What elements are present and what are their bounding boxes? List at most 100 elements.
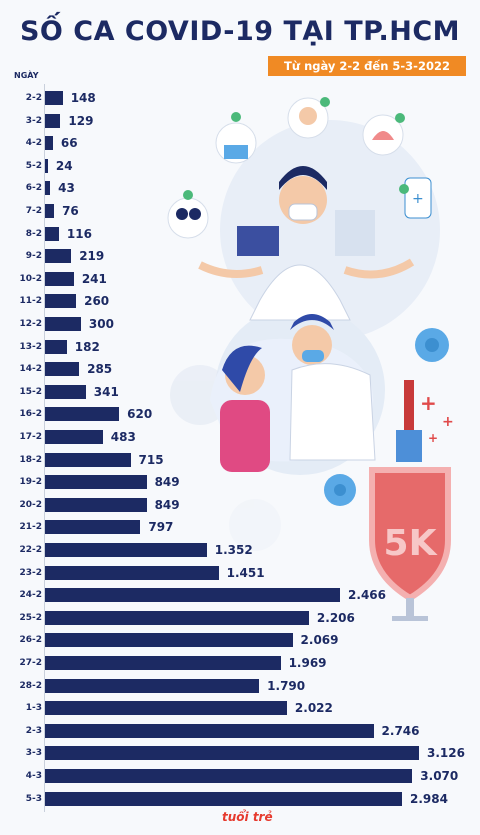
day-label: 15-2 <box>19 386 42 397</box>
vaccination-scene <box>210 314 376 472</box>
bar <box>45 588 341 603</box>
value-label: 116 <box>66 226 92 241</box>
building <box>335 210 375 256</box>
day-label: 16-2 <box>19 409 42 420</box>
day-label: 20-2 <box>19 499 42 510</box>
value-label: 43 <box>58 181 75 196</box>
vaccine-shield-icon: 5K + + + <box>369 380 454 621</box>
bar <box>45 565 219 580</box>
bar <box>45 181 51 196</box>
day-label: 3-3 <box>25 748 42 759</box>
bar <box>45 678 260 693</box>
day-label: 13-2 <box>19 341 42 352</box>
value-label: 2.069 <box>300 633 339 648</box>
bar <box>45 339 67 354</box>
value-label: 797 <box>148 520 174 535</box>
doctor-figure <box>198 166 415 321</box>
day-label: 10-2 <box>19 273 42 284</box>
bar <box>45 633 293 648</box>
day-label: 5-3 <box>25 793 42 804</box>
day-label: 1-3 <box>25 703 42 714</box>
bar <box>45 791 402 806</box>
value-label: 219 <box>79 249 105 264</box>
value-label: 2.022 <box>294 701 333 716</box>
axis-line <box>44 84 45 812</box>
day-label: 22-2 <box>19 545 42 555</box>
day-label: 19-2 <box>19 477 42 488</box>
value-label: 148 <box>70 91 96 105</box>
value-label: 2.466 <box>348 588 386 603</box>
bar <box>45 769 413 783</box>
brand-logo: tuổi trẻ <box>222 810 273 824</box>
value-label: 3.126 <box>427 746 465 761</box>
value-label: 849 <box>154 497 180 512</box>
value-label: 1.352 <box>214 543 253 557</box>
bar <box>45 430 103 444</box>
doctor-avatar-icon <box>287 97 330 139</box>
day-label: 8-2 <box>25 228 42 239</box>
day-label: 11-2 <box>19 296 42 307</box>
bar <box>45 226 59 241</box>
svg-text:+: + <box>442 414 454 430</box>
value-label: 3.070 <box>420 769 459 783</box>
day-label: 27-2 <box>19 658 42 668</box>
day-label: 25-2 <box>19 612 42 623</box>
bar <box>45 136 53 151</box>
bar <box>45 746 419 761</box>
day-label: 3-2 <box>25 115 42 126</box>
bar <box>45 204 55 218</box>
value-label: 483 <box>110 430 136 444</box>
day-label: 18-2 <box>19 454 42 465</box>
value-label: 76 <box>62 204 79 218</box>
bar <box>45 271 74 286</box>
value-label: 285 <box>87 362 113 377</box>
value-label: 1.790 <box>267 678 306 693</box>
value-label: 2.746 <box>381 723 420 738</box>
building <box>237 226 279 256</box>
phone-app-icon: + <box>399 177 432 219</box>
value-label: 2.206 <box>316 610 355 625</box>
svg-text:+: + <box>412 191 424 207</box>
bar <box>45 317 81 331</box>
hand-wash-icon <box>362 113 405 156</box>
value-label: 66 <box>60 136 78 151</box>
day-label: 17-2 <box>19 432 42 442</box>
value-label: 129 <box>68 113 94 128</box>
bar <box>45 452 131 467</box>
bar <box>45 158 48 173</box>
date-range-badge: Từ ngày 2-2 đến 5-3-2022 <box>268 56 466 76</box>
value-label: 300 <box>88 317 114 331</box>
day-label: 21-2 <box>19 522 42 533</box>
day-label: 26-2 <box>19 635 42 646</box>
value-label: 341 <box>93 384 119 399</box>
bar <box>45 475 147 490</box>
day-label: 23-2 <box>19 567 42 578</box>
bar <box>45 362 80 377</box>
axis-label: NGÀY <box>14 71 39 80</box>
svg-text:+: + <box>420 391 437 415</box>
value-label: 620 <box>127 407 153 422</box>
page-title: SỐ CA COVID-19 TẠI TP.HCM <box>19 16 461 47</box>
day-label: 6-2 <box>25 183 42 194</box>
day-label: 24-2 <box>19 590 42 601</box>
value-label: 241 <box>81 271 107 286</box>
day-label: 12-2 <box>19 319 42 329</box>
value-label: 715 <box>138 452 164 467</box>
bar <box>45 407 120 422</box>
value-label: 849 <box>154 475 180 490</box>
day-label: 5-2 <box>25 160 42 171</box>
value-label: 1.451 <box>226 565 265 580</box>
bar <box>45 113 61 128</box>
bar <box>45 543 207 557</box>
day-label: 4-3 <box>25 771 42 781</box>
virus-icon <box>324 328 449 506</box>
day-label: 28-2 <box>19 680 42 691</box>
bar <box>45 249 72 264</box>
day-label: 2-2 <box>25 93 42 103</box>
day-label: 7-2 <box>25 206 42 216</box>
day-label: 14-2 <box>19 364 42 375</box>
people-mask-icon <box>215 112 257 164</box>
svg-text:+: + <box>428 431 438 445</box>
bar <box>45 723 374 738</box>
